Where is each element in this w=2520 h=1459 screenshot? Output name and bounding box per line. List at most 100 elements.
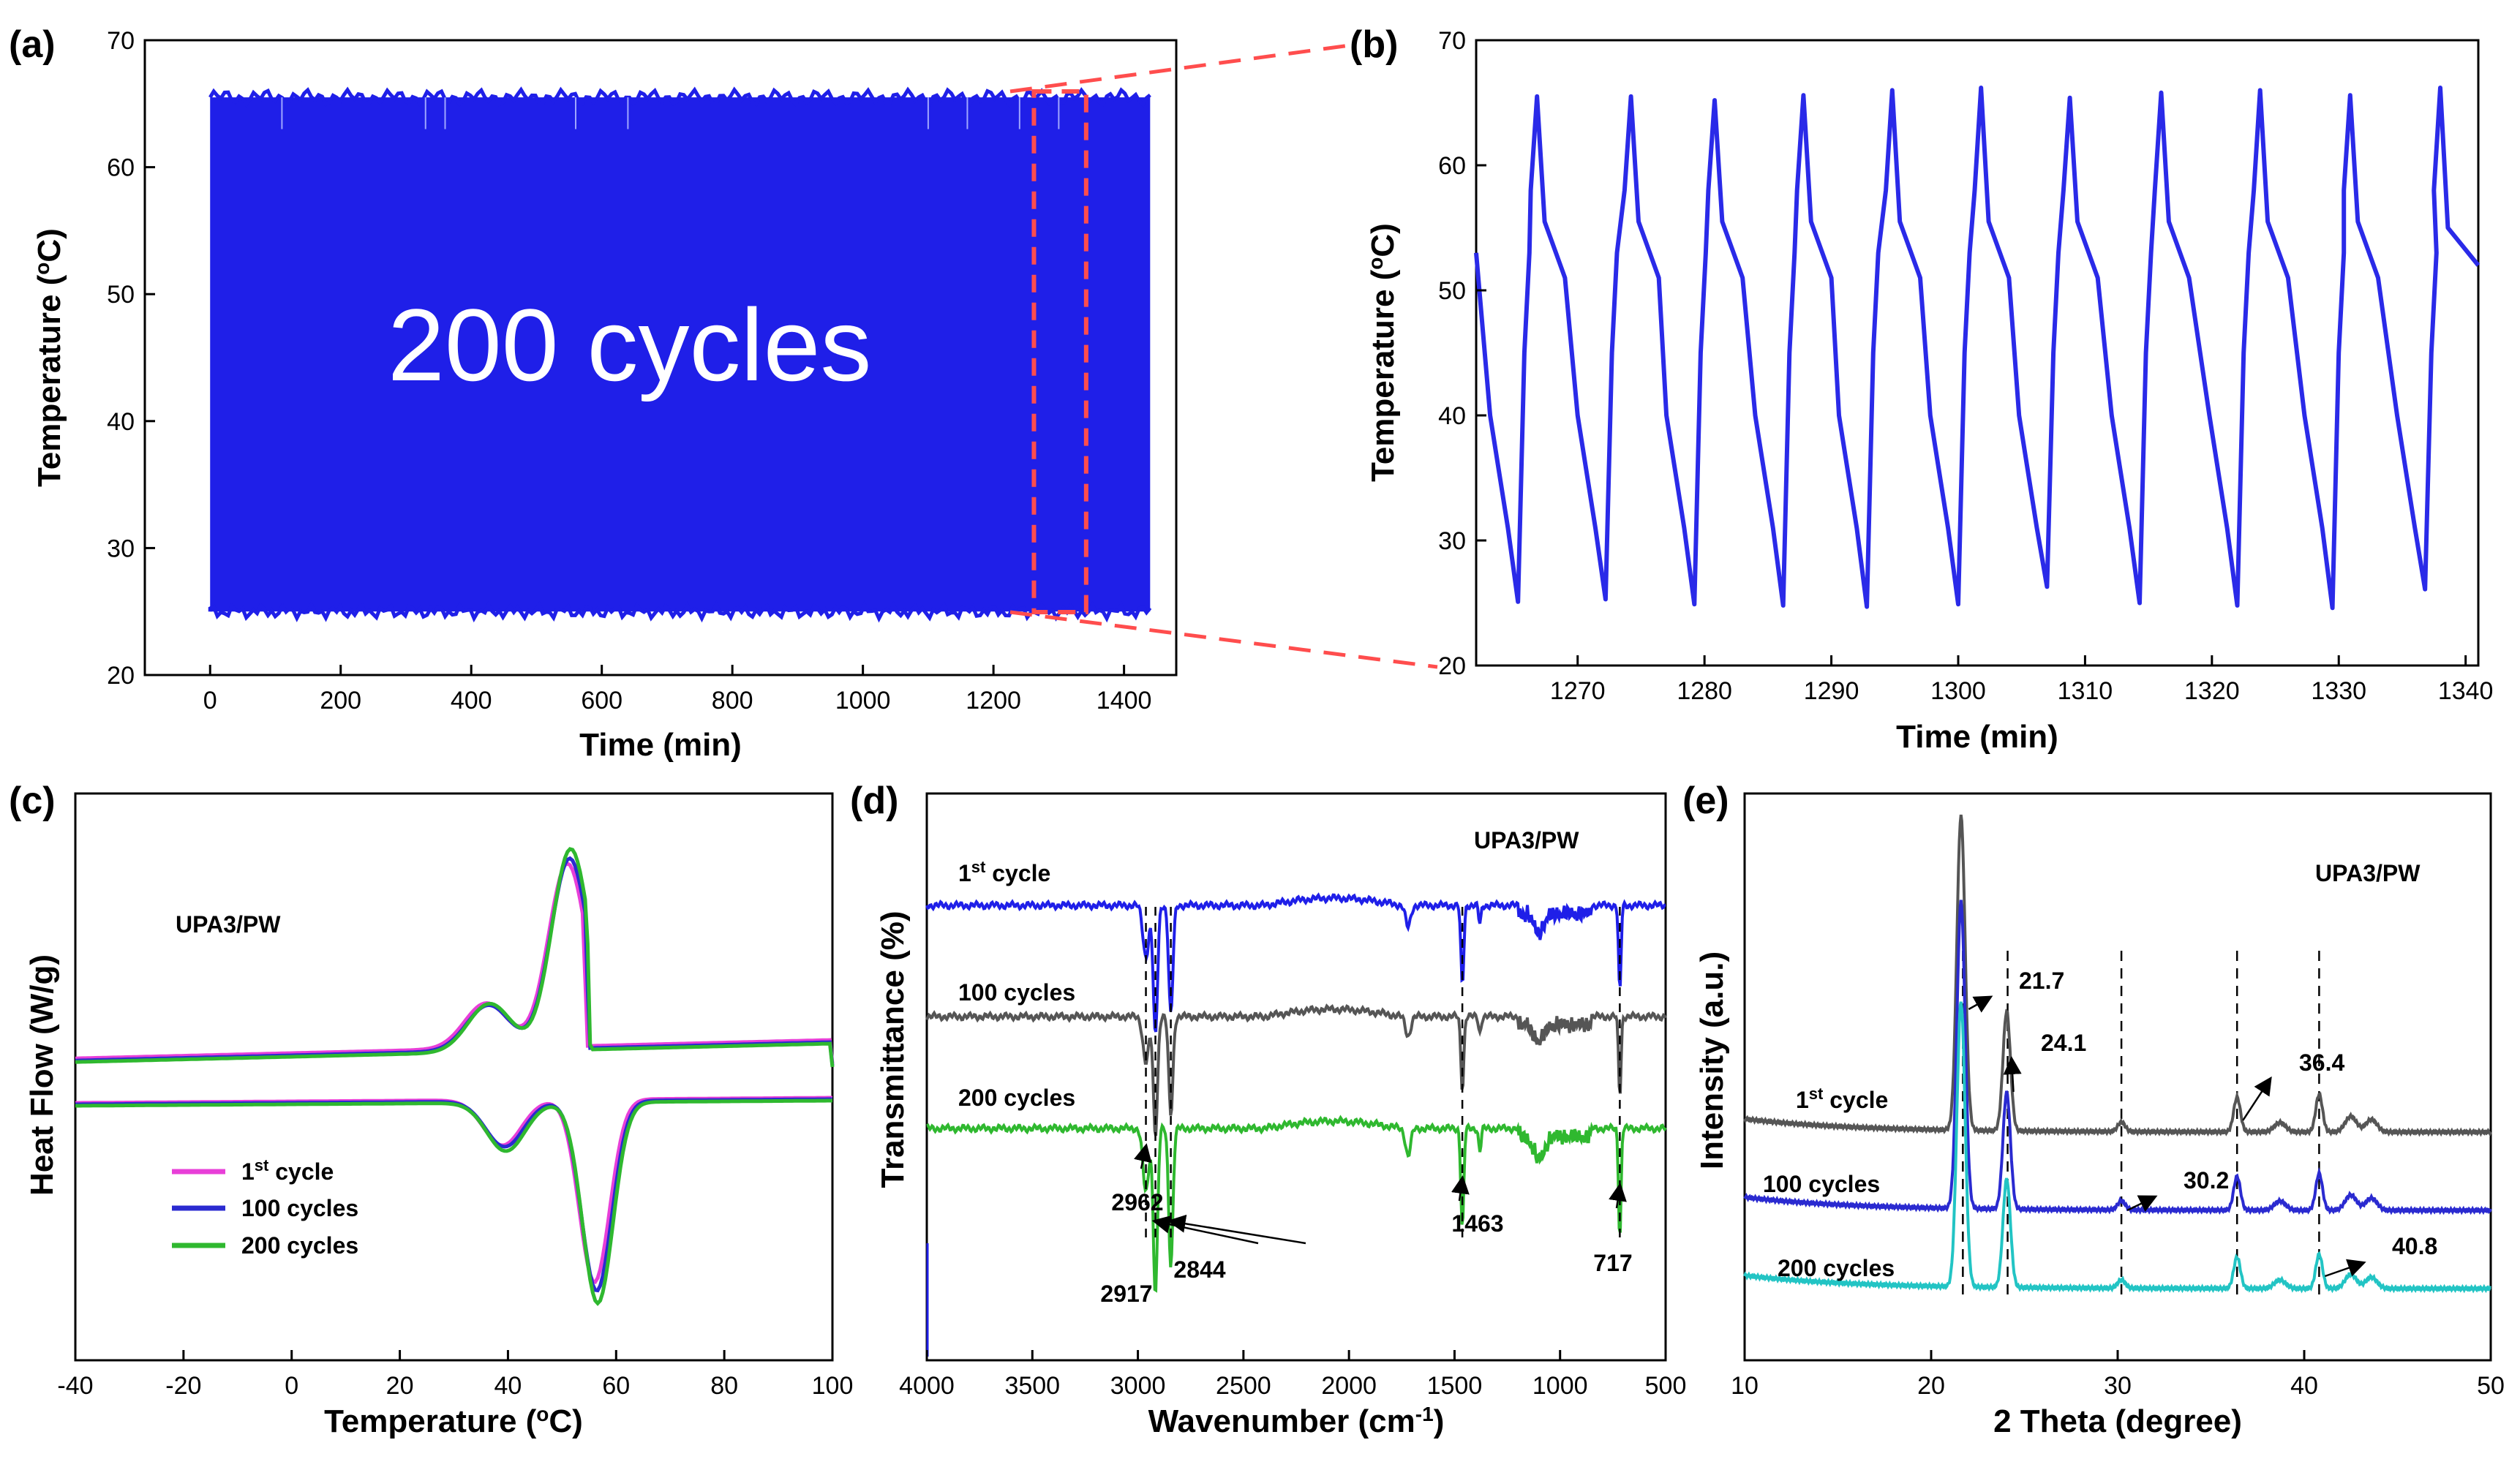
xrd-peak-label: 36.4 <box>2299 1049 2344 1076</box>
a-x-tick-label: 800 <box>712 687 753 715</box>
a-x-tick-label: 0 <box>203 687 217 715</box>
ftir-100-cycles <box>925 1003 1667 1136</box>
xrd-arrow <box>1968 995 1993 1013</box>
panel-c-ylabel: Heat Flow (W/g) <box>24 954 60 1196</box>
b-y-tick-label: 70 <box>1438 27 1466 55</box>
c-x-tick-label: 100 <box>812 1372 854 1400</box>
d-x-tick-label: 2500 <box>1216 1372 1271 1400</box>
a-x-tick-label: 1400 <box>1097 687 1152 715</box>
dsc-heating-200 <box>75 847 835 1068</box>
a-x-tick-label: 600 <box>581 687 623 715</box>
c-x-tick-label: -20 <box>165 1372 201 1400</box>
panel-e-curves <box>1743 814 2492 1294</box>
panel-d-xlabel: Wavenumber (cm-1) <box>1148 1403 1445 1440</box>
xrd-peak-label: 30.2 <box>2184 1167 2229 1194</box>
xrd-arrow <box>2003 1056 2022 1093</box>
c-x-tick-label: 20 <box>386 1372 414 1400</box>
b-y-tick-label: 40 <box>1438 402 1466 430</box>
a-x-tick-label: 200 <box>320 687 361 715</box>
panel-a-ylabel: Temperature (oC) <box>31 228 68 487</box>
panel-b-xticks: 1270 1280 1290 1300 1310 1320 1330 1340 <box>1550 655 2494 705</box>
panel-a-yticks: 20 30 40 50 60 70 <box>107 27 155 690</box>
panel-b-series-line <box>1474 86 2480 611</box>
xrd-100-cycles <box>1743 900 2492 1215</box>
dsc-cooling-1st <box>75 1096 832 1285</box>
a-x-tick-label: 400 <box>451 687 492 715</box>
ftir-peak-label: 2844 <box>1173 1256 1225 1283</box>
dsc-cooling-200 <box>75 1098 832 1306</box>
d-x-tick-label: 1000 <box>1532 1372 1588 1400</box>
panel-d-label-1st: 1st cycle <box>958 858 1050 887</box>
xrd-200-cycles <box>1743 1001 2491 1294</box>
panel-c-label: (c) <box>9 780 56 822</box>
panel-c-legend: 1st cycle 100 cycles 200 cycles <box>172 1156 358 1259</box>
ftir-1st-cycle <box>925 892 1666 1033</box>
panel-b-ylabel: Temperature (oC) <box>1364 223 1402 482</box>
c-x-tick-label: 80 <box>710 1372 738 1400</box>
panel-c-xlabel: Temperature (oC) <box>324 1403 583 1440</box>
c-x-tick-label: -40 <box>57 1372 93 1400</box>
ftir-arrow <box>1451 1175 1470 1202</box>
d-x-tick-label: 3000 <box>1110 1372 1166 1400</box>
a-y-tick-label: 70 <box>107 27 135 55</box>
panel-c-frame <box>74 792 834 1362</box>
b-x-tick-label: 1290 <box>1804 677 1859 705</box>
xrd-arrow <box>2126 1195 2158 1213</box>
xrd-1st-cycle <box>1743 814 2492 1137</box>
a-x-tick-label: 1000 <box>835 687 891 715</box>
xrd-arrow <box>2324 1259 2366 1278</box>
panel-a-xticks: 0 200 400 600 800 1000 1200 1400 <box>203 665 1152 715</box>
b-x-tick-label: 1300 <box>1930 677 1986 705</box>
xrd-peak-label: 24.1 <box>2041 1030 2086 1056</box>
panel-d-xticks: 4000 3500 3000 2500 2000 1500 1000 500 <box>899 1350 1686 1400</box>
panel-a-xlabel: Time (min) <box>579 727 742 763</box>
legend-label-200: 200 cycles <box>241 1232 358 1259</box>
e-x-tick-label: 20 <box>1917 1372 1945 1400</box>
c-x-tick-label: 60 <box>602 1372 630 1400</box>
panel-a-label: (a) <box>9 23 56 66</box>
d-x-tick-label: 500 <box>1645 1372 1687 1400</box>
e-x-tick-label: 10 <box>1731 1372 1759 1400</box>
d-x-tick-label: 3500 <box>1004 1372 1060 1400</box>
ftir-peak-label: 717 <box>1593 1250 1632 1276</box>
panel-d-dashed-lines <box>1145 907 1621 1243</box>
cycles-annotation: 200 cycles <box>388 287 871 402</box>
panel-a-frame <box>143 39 1178 676</box>
zoom-line-top <box>1009 43 1350 94</box>
zoom-line-bottom <box>1009 610 1438 669</box>
e-x-tick-label: 50 <box>2477 1372 2505 1400</box>
d-x-tick-label: 4000 <box>899 1372 955 1400</box>
dsc-heating-1st <box>75 861 835 1064</box>
panel-e-ylabel: Intensity (a.u.) <box>1694 951 1730 1169</box>
panel-b-yticks: 20 30 40 50 60 70 <box>1438 27 1486 680</box>
xrd-peak-label: 40.8 <box>2392 1233 2437 1259</box>
ftir-peak-label: 2962 <box>1111 1189 1163 1215</box>
panel-c-sample: UPA3/PW <box>176 911 281 938</box>
panel-d-peak-annotations: 2962 2917 2844 1463 717 <box>1100 1143 1633 1307</box>
panel-e-xlabel: 2 Theta (degree) <box>1993 1403 2242 1439</box>
panel-d-label-200: 200 cycles <box>958 1085 1075 1111</box>
panel-c-curves <box>75 847 835 1306</box>
panel-a-series <box>208 86 1152 623</box>
panel-e-sample: UPA3/PW <box>2315 860 2421 886</box>
panel-e: (e) UPA3/PW 1st cycle 100 cycles 200 cyc… <box>1682 780 2505 1439</box>
panel-b-xlabel: Time (min) <box>1896 719 2058 755</box>
ftir-peak-label: 2917 <box>1100 1281 1152 1307</box>
a-y-tick-label: 20 <box>107 662 135 690</box>
a-y-tick-label: 40 <box>107 408 135 436</box>
panel-a: (a) 200 cycles 0 200 400 600 800 1000 1200 1400… <box>9 23 1178 763</box>
b-x-tick-label: 1320 <box>2184 677 2240 705</box>
ftir-arrow <box>1134 1143 1152 1169</box>
e-x-tick-label: 40 <box>2290 1372 2318 1400</box>
panel-e-peak-annotations: 21.7 24.1 30.2 36.4 40.8 <box>1968 968 2437 1278</box>
panel-e-label-1st: 1st cycle <box>1796 1085 1888 1114</box>
panel-d: (d) UPA3/PW 1st cycle 100 cycles 200 cyc… <box>850 780 1686 1439</box>
panel-e-label: (e) <box>1682 780 1729 822</box>
b-x-tick-label: 1340 <box>2438 677 2494 705</box>
legend-label-100: 100 cycles <box>241 1195 358 1221</box>
cycling-band-top-edge <box>208 86 1151 108</box>
panel-d-sample: UPA3/PW <box>1474 827 1579 853</box>
panel-d-label: (d) <box>850 780 898 822</box>
b-x-tick-label: 1310 <box>2058 677 2113 705</box>
panel-b: (b) 1270 1280 1290 1300 1310 1320 1330 1340 20 3… <box>1350 23 2493 755</box>
